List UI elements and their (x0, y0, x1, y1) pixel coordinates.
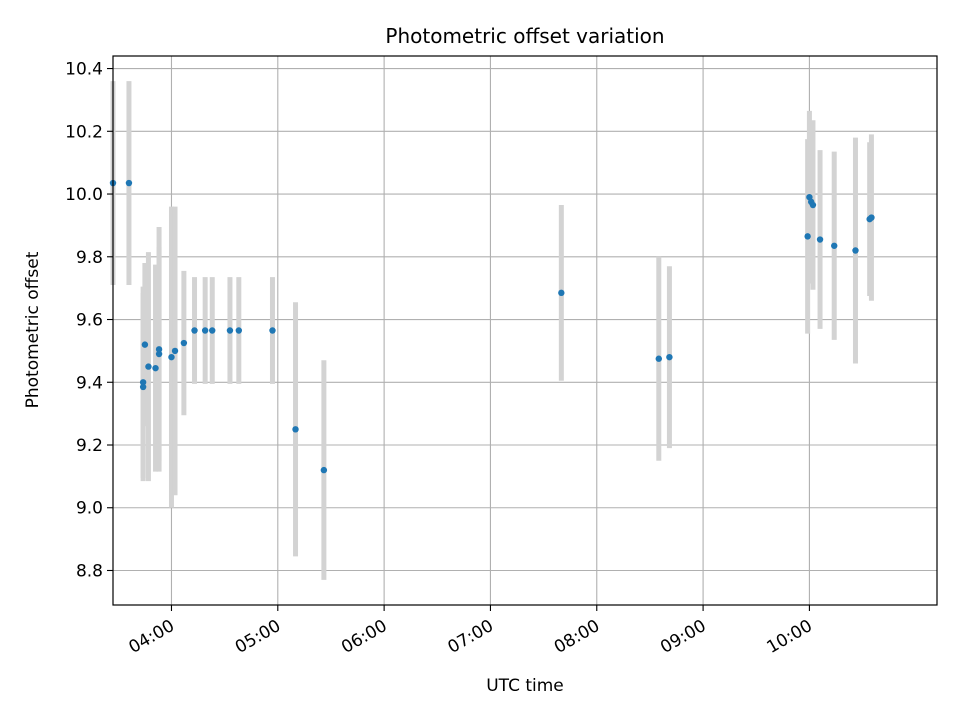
y-tick-label: 9.4 (76, 373, 103, 393)
data-point (141, 341, 149, 348)
data-point (804, 233, 811, 240)
data-point (155, 346, 163, 353)
data-point (125, 179, 133, 187)
data-point (831, 242, 838, 249)
data-point (191, 327, 198, 334)
data-point (139, 383, 147, 391)
y-axis-ticks: 8.8 9.0 9.2 9.4 9.6 9.8 10.0 10.2 10.4 (65, 60, 113, 581)
x-axis-title: UTC time (486, 676, 564, 696)
data-point (171, 347, 179, 355)
y-tick-label: 9.8 (76, 248, 103, 268)
data-point (168, 353, 175, 361)
data-point (292, 426, 299, 433)
data-point (655, 355, 662, 362)
data-point (269, 327, 276, 334)
data-point (155, 350, 163, 358)
y-tick-label: 8.8 (76, 561, 103, 581)
data-point (180, 339, 188, 347)
y-tick-label: 10.4 (65, 60, 103, 80)
y-axis-title: Photometric offset (23, 251, 43, 408)
data-point (201, 327, 209, 334)
data-point (868, 214, 875, 221)
data-points (109, 179, 875, 474)
y-tick-label: 9.6 (76, 311, 103, 331)
data-point (320, 466, 328, 474)
y-tick-label: 9.0 (76, 499, 103, 519)
grid (113, 56, 937, 605)
data-point (152, 364, 159, 372)
y-tick-label: 10.2 (65, 122, 103, 142)
data-point (666, 353, 673, 361)
data-point (852, 247, 859, 254)
data-point (558, 289, 565, 297)
plot-frame (112, 55, 938, 606)
chart-title: Photometric offset variation (385, 24, 664, 48)
data-point (816, 236, 824, 243)
data-point (226, 327, 234, 334)
data-point (209, 327, 216, 334)
data-point (139, 379, 147, 386)
data-point (145, 363, 152, 370)
y-tick-label: 9.2 (76, 436, 103, 456)
data-point (809, 201, 817, 209)
data-point (235, 327, 243, 334)
y-tick-label: 10.0 (65, 185, 103, 205)
